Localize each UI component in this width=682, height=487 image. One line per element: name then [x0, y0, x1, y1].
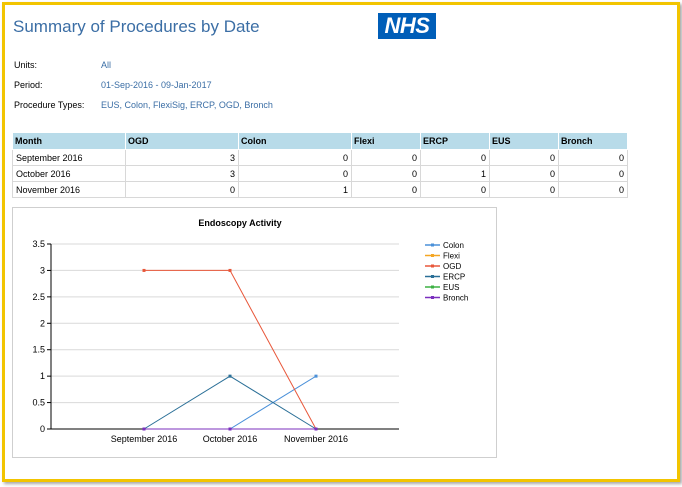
chart-title: Endoscopy Activity: [198, 218, 281, 228]
x-tick-label: September 2016: [111, 434, 178, 444]
table-cell: October 2016: [12, 165, 126, 182]
column-header-ogd: OGD: [125, 132, 239, 150]
table-cell: 0: [489, 149, 559, 166]
table-cell: September 2016: [12, 149, 126, 166]
page-title: Summary of Procedures by Date: [13, 17, 260, 36]
column-header-ercp: ERCP: [420, 132, 490, 150]
legend-label: ERCP: [443, 273, 465, 282]
y-tick-label: 0.5: [32, 398, 45, 408]
table-header-row: Month OGD Colon Flexi ERCP EUS Bronch: [12, 132, 628, 150]
data-point: [228, 374, 232, 378]
table-cell: 3: [125, 149, 239, 166]
table-row: November 2016 0 1 0 0 0 0: [12, 181, 628, 198]
table-cell: 1: [238, 181, 352, 198]
legend-label: EUS: [443, 283, 459, 292]
column-header-flexi: Flexi: [351, 132, 421, 150]
table-cell: 0: [238, 149, 352, 166]
legend-marker: [431, 243, 434, 247]
column-header-eus: EUS: [489, 132, 559, 150]
data-point: [314, 374, 318, 378]
legend-label: Flexi: [443, 252, 460, 261]
period-value[interactable]: 01-Sep-2016 - 09-Jan-2017: [101, 80, 212, 90]
table-cell: 0: [420, 181, 490, 198]
y-tick-label: 3: [40, 265, 45, 275]
y-tick-label: 1.5: [32, 345, 45, 355]
legend-label: Bronch: [443, 294, 468, 303]
x-tick-label: October 2016: [203, 434, 258, 444]
table-cell: 0: [558, 181, 628, 198]
table-cell: 0: [558, 165, 628, 182]
x-tick-label: November 2016: [284, 434, 348, 444]
table-cell: 0: [351, 149, 421, 166]
procedure-types-value[interactable]: EUS, Colon, FlexiSig, ERCP, OGD, Bronch: [101, 100, 273, 110]
column-header-month: Month: [12, 132, 126, 150]
table-cell: 0: [420, 149, 490, 166]
column-header-bronch: Bronch: [558, 132, 628, 150]
data-point: [228, 268, 232, 272]
data-point: [228, 427, 232, 431]
table-cell: 0: [489, 181, 559, 198]
legend-marker: [431, 264, 434, 268]
data-point: [142, 268, 146, 272]
column-header-colon: Colon: [238, 132, 352, 150]
endoscopy-activity-chart: Endoscopy Activity 0 0.5 1 1.5 2 2.5 3 3.5 Septem…: [12, 207, 497, 458]
legend-marker: [431, 296, 434, 299]
y-tick-label: 2.5: [32, 292, 45, 302]
legend-marker: [431, 275, 434, 278]
table-cell: 0: [558, 149, 628, 166]
units-value[interactable]: All: [101, 60, 112, 70]
table-cell: 0: [125, 181, 239, 198]
table-cell: 3: [125, 165, 239, 182]
y-tick-label: 1: [40, 371, 45, 381]
data-point: [314, 427, 318, 431]
table-cell: 0: [238, 165, 352, 182]
units-label: Units:: [14, 60, 38, 70]
legend-marker: [431, 254, 434, 257]
period-label: Period:: [14, 80, 43, 90]
table-cell: 1: [420, 165, 490, 182]
nhs-logo: NHS: [378, 13, 436, 39]
legend-marker: [431, 285, 434, 289]
y-tick-label: 3.5: [32, 239, 45, 249]
table-cell: 0: [351, 181, 421, 198]
table-row: September 2016 3 0 0 0 0 0: [12, 149, 628, 166]
table-cell: 0: [351, 165, 421, 182]
legend-label: OGD: [443, 262, 461, 271]
y-tick-label: 2: [40, 318, 45, 328]
table-cell: November 2016: [12, 181, 126, 198]
procedure-types-label: Procedure Types:: [14, 100, 85, 110]
data-point: [142, 427, 146, 431]
table-cell: 0: [489, 165, 559, 182]
table-row: October 2016 3 0 0 1 0 0: [12, 165, 628, 182]
chart-svg: Endoscopy Activity 0 0.5 1 1.5 2 2.5 3 3.5 Septem…: [32, 218, 468, 444]
y-tick-label: 0: [40, 424, 45, 434]
legend-label: Colon: [443, 241, 464, 250]
procedures-table: Month OGD Colon Flexi ERCP EUS Bronch Se…: [12, 132, 628, 198]
